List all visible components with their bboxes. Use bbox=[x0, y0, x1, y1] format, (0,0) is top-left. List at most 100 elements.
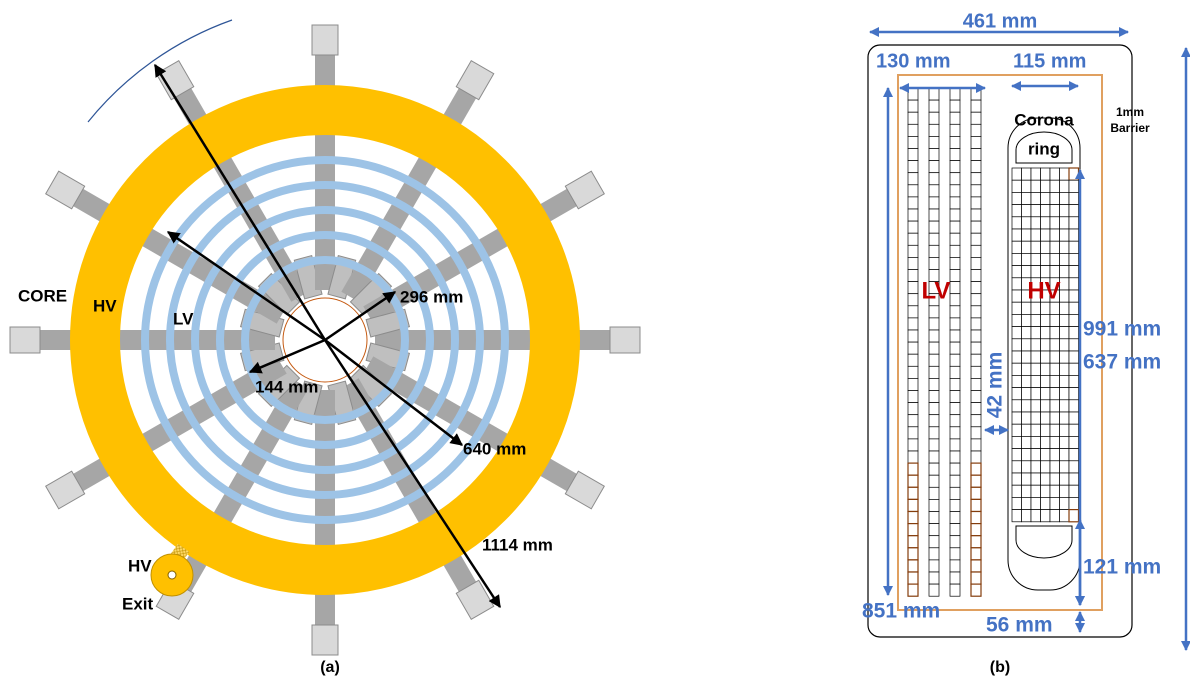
lv-cell bbox=[907, 220, 919, 234]
lv-cell bbox=[907, 232, 919, 246]
hv-cell bbox=[1049, 216, 1060, 230]
lv-cell bbox=[928, 244, 940, 258]
arrow bbox=[248, 338, 326, 374]
lv-cell bbox=[970, 257, 982, 270]
lv-cell bbox=[970, 341, 982, 355]
hv-cell bbox=[1068, 228, 1079, 242]
hv-cell bbox=[1011, 484, 1022, 498]
lv-cell bbox=[907, 365, 919, 379]
corona-label: ring bbox=[1028, 139, 1060, 158]
lv-cell bbox=[949, 111, 961, 125]
lv-winding bbox=[166, 181, 484, 499]
hv-cell bbox=[1030, 436, 1041, 449]
lv-cell bbox=[907, 414, 919, 428]
lv-cell bbox=[970, 172, 982, 186]
hv-cell bbox=[1030, 362, 1041, 376]
hv-cell bbox=[1011, 204, 1022, 218]
lv-cell bbox=[970, 498, 982, 513]
hv-cell bbox=[1068, 436, 1079, 449]
hv-cell bbox=[1068, 509, 1080, 523]
hv-cell bbox=[1030, 216, 1041, 230]
hv-cell bbox=[1040, 375, 1051, 388]
lv-cell bbox=[949, 523, 961, 537]
hv-cell bbox=[1049, 497, 1060, 510]
hv-cell bbox=[1021, 460, 1032, 474]
dim-label: 851 mm bbox=[862, 600, 940, 623]
lv-cell bbox=[907, 571, 919, 585]
leg-end bbox=[609, 326, 641, 354]
lv-cell bbox=[907, 583, 919, 597]
hv-cell bbox=[1021, 338, 1032, 352]
panel-b: 461 mm 130 mm 115 mm Corona ring 1mm Barrier LV… bbox=[862, 10, 1190, 676]
lv-cell bbox=[970, 378, 982, 391]
hv-cell bbox=[1059, 216, 1070, 230]
hv-cell bbox=[1030, 509, 1041, 523]
hv-cell bbox=[1040, 484, 1051, 498]
hv-cell bbox=[1068, 192, 1079, 205]
hv-cell bbox=[1068, 338, 1079, 352]
hv-cell bbox=[1059, 314, 1070, 327]
lv-cell bbox=[970, 426, 982, 440]
lv-cell bbox=[970, 123, 982, 137]
hv-cell bbox=[1030, 497, 1041, 510]
lv-cell bbox=[907, 281, 919, 295]
lv-cell bbox=[907, 378, 919, 391]
hv-cell bbox=[1040, 314, 1051, 327]
hv-cell bbox=[1021, 448, 1032, 462]
hv-cell bbox=[1021, 240, 1032, 254]
lv-cell bbox=[928, 341, 940, 355]
lv-cell bbox=[907, 99, 919, 113]
lv-cell bbox=[907, 486, 919, 500]
lv-cell bbox=[907, 257, 919, 270]
hv-cell bbox=[1040, 472, 1051, 486]
hv-cell bbox=[1030, 472, 1041, 486]
lv-cell bbox=[949, 244, 961, 258]
lv-cell bbox=[928, 329, 940, 343]
hv-cell bbox=[1011, 289, 1022, 303]
hv-cell bbox=[1040, 167, 1051, 181]
lv-cell bbox=[928, 220, 940, 234]
lv-winding bbox=[216, 231, 434, 449]
hv-cell bbox=[1011, 387, 1022, 401]
lv-cell bbox=[949, 462, 961, 476]
hv-cell bbox=[1030, 399, 1041, 413]
hv-cell bbox=[1059, 423, 1070, 437]
lv-cell bbox=[970, 353, 982, 367]
hv-cell bbox=[1011, 423, 1022, 437]
hv-cell bbox=[1049, 179, 1060, 193]
lv-cell bbox=[949, 486, 961, 500]
lv-cell bbox=[949, 353, 961, 367]
hv-cell bbox=[1021, 216, 1032, 230]
lv-cell bbox=[928, 365, 940, 379]
hv-cell bbox=[1049, 423, 1060, 437]
lv-cell bbox=[907, 317, 919, 331]
lv-cell bbox=[970, 148, 982, 161]
hv-cell bbox=[1059, 277, 1070, 291]
lv-cell bbox=[907, 305, 919, 319]
hv-cell bbox=[1059, 192, 1070, 205]
lv-cell bbox=[970, 535, 982, 549]
lv-cell bbox=[949, 232, 961, 246]
lv-cell bbox=[970, 136, 982, 149]
lv-cell bbox=[907, 450, 919, 464]
lv-cell bbox=[970, 281, 982, 295]
hv-cell bbox=[1030, 167, 1041, 181]
hv-cell bbox=[1011, 399, 1022, 413]
lv-cell bbox=[907, 341, 919, 355]
hv-cell bbox=[1021, 484, 1032, 498]
lv-cell bbox=[928, 378, 940, 391]
hv-cell bbox=[1011, 301, 1022, 315]
lv-cell bbox=[928, 148, 940, 161]
lv-cell bbox=[970, 196, 982, 210]
lv-cell bbox=[928, 136, 940, 149]
lv-cell bbox=[949, 148, 961, 161]
hv-cell bbox=[1011, 265, 1022, 279]
lv-label: LV bbox=[173, 309, 194, 328]
hv-cell bbox=[1021, 265, 1032, 279]
lv-cell bbox=[928, 208, 940, 222]
lv-cell bbox=[928, 426, 940, 440]
hv-cell bbox=[1021, 326, 1032, 340]
hv-cell bbox=[1068, 265, 1079, 279]
hv-cell bbox=[1068, 326, 1079, 340]
lv-cell bbox=[949, 390, 961, 403]
